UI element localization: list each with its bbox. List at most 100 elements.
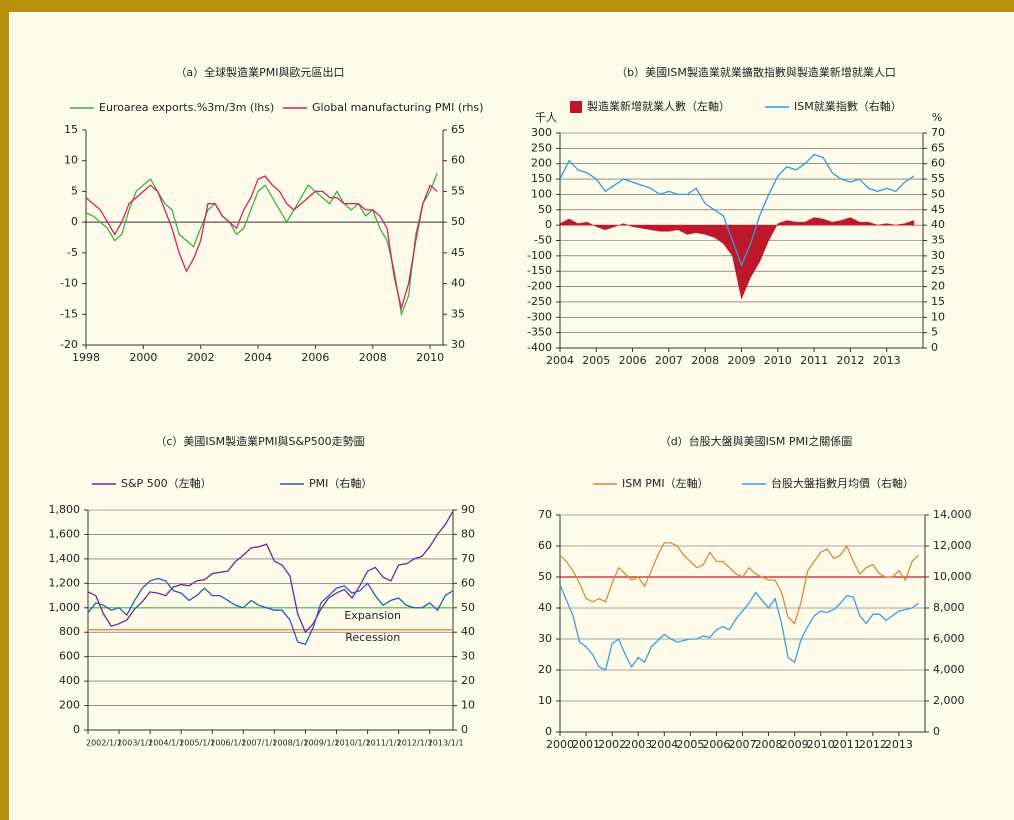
- y-tick-label: -400: [527, 341, 552, 354]
- y2-tick-label: 50: [461, 601, 475, 614]
- x-tick-label: 2003/1/1: [117, 739, 153, 748]
- y2-tick-label: 45: [451, 246, 465, 259]
- y-tick-label: 800: [59, 625, 80, 638]
- y-tick-label: -5: [67, 246, 78, 259]
- y-tick-label: 0: [545, 218, 552, 231]
- x-tick-label: 2002: [598, 738, 626, 751]
- series-line: [85, 172, 438, 317]
- y-tick-label: 300: [531, 126, 552, 139]
- y-tick-label: -20: [60, 338, 78, 351]
- y2-tick-label: 0: [933, 725, 940, 738]
- x-tick-label: 2004/1/1: [148, 739, 184, 748]
- chart-title: （c）美國ISM製造業PMI與S&P500走勢圖: [155, 434, 364, 448]
- y-tick-label: 400: [59, 674, 80, 687]
- y2-tick-label: 0: [931, 341, 938, 354]
- series-line: [87, 510, 454, 634]
- x-tick-label: 2010: [807, 738, 835, 751]
- x-tick-label: 2004: [244, 351, 272, 364]
- series-line: [559, 153, 915, 267]
- y2-tick-label: 8,000: [933, 601, 965, 614]
- legend-label: ISM就業指數（右軸）: [794, 99, 902, 113]
- y2-tick-label: 12,000: [933, 539, 972, 552]
- x-tick-label: 2001: [572, 738, 600, 751]
- y2-tick-label: 35: [451, 307, 465, 320]
- x-tick-label: 2003: [624, 738, 652, 751]
- chart-title: （b）美國ISM製造業就業擴散指數與製造業新增就業人口: [616, 65, 896, 79]
- y2-tick-label: 30: [451, 338, 465, 351]
- y2-tick-label: 10,000: [933, 570, 972, 583]
- y-tick-label: -350: [527, 326, 552, 339]
- y-tick-label: -10: [60, 277, 78, 290]
- y-tick-label: -100: [527, 249, 552, 262]
- y-tick-label: 100: [531, 187, 552, 200]
- x-tick-label: 2009: [728, 354, 756, 367]
- y2-tick-label: 60: [931, 157, 945, 170]
- legend-label: S&P 500（左軸）: [121, 476, 212, 490]
- y-tick-label: 600: [59, 650, 80, 663]
- x-tick-label: 2013/1/1: [428, 739, 464, 748]
- x-tick-label: 2007: [655, 354, 683, 367]
- y-unit: 千人: [535, 111, 557, 124]
- y2-tick-label: 40: [931, 218, 945, 231]
- y2-tick-label: 5: [931, 326, 938, 339]
- x-tick-label: 2010/1/1: [335, 739, 371, 748]
- legend-label: Global manufacturing PMI (rhs): [312, 101, 483, 114]
- y2-tick-label: 14,000: [933, 508, 972, 521]
- x-tick-label: 2008: [755, 738, 783, 751]
- y-tick-label: 5: [71, 184, 78, 197]
- x-tick-label: 2004: [546, 354, 574, 367]
- chart-title: （d）台股大盤與美國ISM PMI之關係圖: [660, 434, 853, 448]
- y2-tick-label: 25: [931, 264, 945, 277]
- y2-tick-label: 55: [451, 184, 465, 197]
- plot-frame: [85, 130, 444, 346]
- y2-tick-label: 65: [931, 141, 945, 154]
- y-tick-label: 1,000: [49, 601, 81, 614]
- y-tick-label: -250: [527, 295, 552, 308]
- legend-label: 台股大盤指數月均價（右軸）: [771, 476, 914, 490]
- y2-tick-label: 0: [461, 723, 468, 736]
- y2-tick-label: 55: [931, 172, 945, 185]
- x-tick-label: 2000: [546, 738, 574, 751]
- y2-tick-label: 50: [451, 215, 465, 228]
- x-tick-label: 2005/1/1: [179, 739, 215, 748]
- y-tick-label: -300: [527, 310, 552, 323]
- y2-tick-label: 60: [461, 576, 475, 589]
- legend-label: PMI（右軸）: [309, 476, 372, 490]
- legend-label: ISM PMI（左軸）: [622, 476, 709, 490]
- area: [559, 217, 915, 300]
- y-tick-label: 15: [64, 123, 78, 136]
- y-tick-label: 1,200: [49, 576, 81, 589]
- x-tick-label: 2002/1/1: [86, 739, 122, 748]
- x-tick-label: 2013: [885, 738, 913, 751]
- y2-tick-label: 15: [931, 295, 945, 308]
- x-tick-label: 2006: [619, 354, 647, 367]
- reference-label: Expansion: [344, 609, 401, 622]
- x-tick-label: 2013: [873, 354, 901, 367]
- y-tick-label: 1,800: [49, 503, 81, 516]
- y2-tick-label: 40: [451, 277, 465, 290]
- x-tick-label: 2012/1/1: [397, 739, 433, 748]
- y2-tick-label: 70: [931, 126, 945, 139]
- y-tick-label: 50: [538, 203, 552, 216]
- x-tick-label: 2009/1/1: [303, 739, 339, 748]
- y2-tick-label: 30: [931, 249, 945, 262]
- y2-tick-label: 60: [451, 154, 465, 167]
- y-tick-label: 60: [538, 539, 552, 552]
- y-tick-label: 30: [538, 632, 552, 645]
- reference-label: Recession: [345, 631, 400, 644]
- y-tick-label: 10: [64, 154, 78, 167]
- y-tick-label: 1,600: [49, 527, 81, 540]
- y2-tick-label: 6,000: [933, 632, 965, 645]
- y2-tick-label: 50: [931, 187, 945, 200]
- x-tick-label: 1998: [72, 351, 100, 364]
- legend-label: 製造業新增就業人數（左軸）: [587, 99, 730, 113]
- y2-tick-label: 45: [931, 203, 945, 216]
- y2-tick-label: 40: [461, 625, 475, 638]
- x-tick-label: 2004: [650, 738, 678, 751]
- y-tick-label: -150: [527, 264, 552, 277]
- y-tick-label: 200: [59, 699, 80, 712]
- series-line: [559, 584, 919, 671]
- plot-frame: [559, 515, 926, 733]
